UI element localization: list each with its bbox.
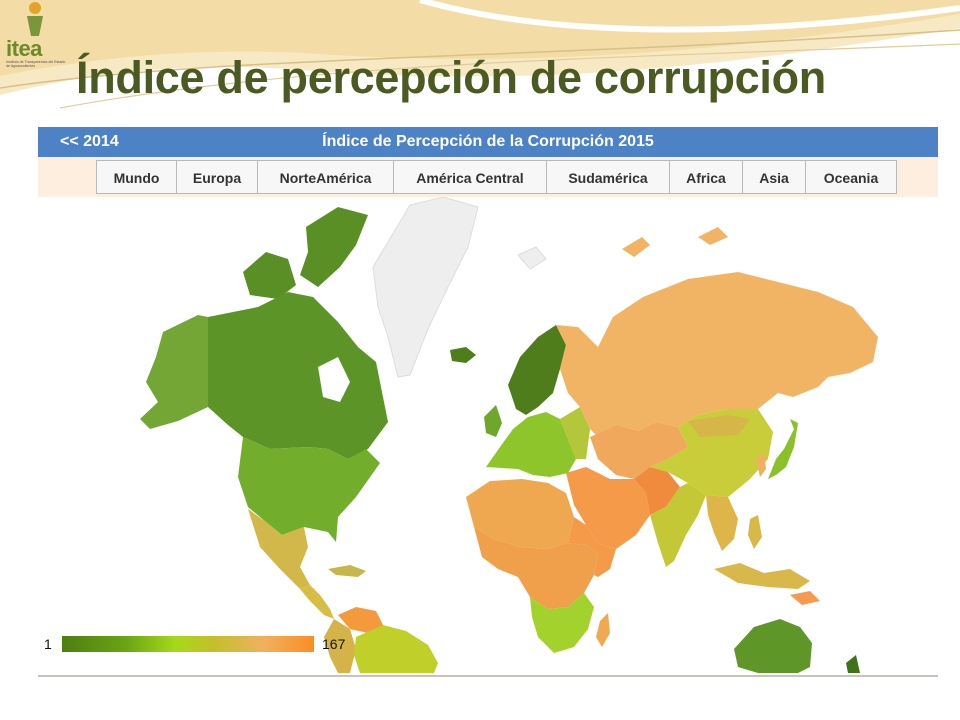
tab-america-central[interactable]: América Central: [393, 160, 547, 194]
region-east-africa[interactable]: [568, 517, 616, 577]
slide-title: Índice de percepción de corrupción: [76, 52, 826, 103]
region-papua-new-guinea[interactable]: [790, 591, 820, 605]
legend-gradient: [62, 636, 314, 652]
region-eastern-europe[interactable]: [560, 407, 590, 459]
region-philippines[interactable]: [748, 515, 762, 549]
region-middle-east[interactable]: [566, 467, 650, 549]
region-madagascar[interactable]: [596, 613, 610, 647]
region-korea[interactable]: [756, 452, 766, 477]
legend-min-label: 1: [44, 636, 52, 652]
region-central-america[interactable]: [300, 585, 334, 619]
region-russia[interactable]: [556, 272, 878, 437]
region-india[interactable]: [650, 483, 706, 567]
color-legend: 1 167: [38, 629, 368, 659]
region-canada-islands-west[interactable]: [243, 252, 296, 299]
region-scandinavia[interactable]: [508, 325, 566, 415]
region-greenland[interactable]: [372, 197, 479, 378]
tab-africa[interactable]: Africa: [669, 160, 743, 194]
region-alaska[interactable]: [140, 315, 208, 429]
tab-sudamerica[interactable]: Sudamérica: [546, 160, 670, 194]
region-svalbard: [517, 246, 547, 270]
widget-header: << 2014 Índice de Percepción de la Corru…: [38, 127, 938, 157]
tab-mundo[interactable]: Mundo: [96, 160, 177, 194]
region-australia[interactable]: [734, 619, 812, 673]
region-china[interactable]: [650, 409, 773, 497]
legend-max-label: 167: [322, 636, 346, 652]
region-southeast-asia[interactable]: [706, 495, 738, 551]
region-central-africa[interactable]: [474, 527, 598, 609]
logo-text: itea: [6, 36, 42, 61]
tab-oceania[interactable]: Oceania: [805, 160, 897, 194]
region-canada[interactable]: [208, 292, 388, 459]
tab-asia[interactable]: Asia: [742, 160, 806, 194]
region-new-zealand[interactable]: [846, 655, 860, 673]
region-north-africa[interactable]: [466, 479, 574, 549]
region-japan[interactable]: [768, 419, 798, 479]
region-venezuela[interactable]: [338, 607, 383, 633]
region-iceland[interactable]: [450, 347, 476, 363]
header-decoration: [0, 0, 960, 109]
tab-norteamerica[interactable]: NorteAmérica: [257, 160, 394, 194]
logo-figure-icon: [27, 2, 43, 36]
widget-title: Índice de Percepción de la Corrupción 20…: [322, 133, 654, 150]
region-united-states[interactable]: [238, 437, 380, 542]
world-map: [140, 197, 878, 673]
region-hudson-bay: [318, 357, 350, 402]
region-andean[interactable]: [324, 619, 356, 673]
region-brazil[interactable]: [354, 625, 438, 673]
region-central-asia[interactable]: [590, 422, 688, 479]
region-afghanistan[interactable]: [634, 467, 680, 515]
region-russia-arctic-islands[interactable]: [622, 227, 728, 257]
region-mexico[interactable]: [248, 509, 310, 589]
itea-logo: [4, 0, 66, 78]
region-mongolia[interactable]: [688, 415, 750, 437]
region-southern-africa[interactable]: [530, 593, 594, 653]
logo-subtitle: Instituto de Transparencia del Estado de…: [6, 60, 66, 69]
cpi-map-widget: << 2014 Índice de Percepción de la Corru…: [38, 127, 938, 677]
region-canada-islands[interactable]: [300, 207, 368, 287]
previous-year-link[interactable]: << 2014: [60, 133, 119, 150]
region-caribbean[interactable]: [328, 565, 366, 577]
tab-europa[interactable]: Europa: [176, 160, 258, 194]
region-tabs: Mundo Europa NorteAmérica América Centra…: [38, 157, 938, 197]
region-europe[interactable]: [486, 412, 576, 477]
region-indonesia[interactable]: [714, 563, 810, 589]
region-uk[interactable]: [484, 405, 502, 437]
